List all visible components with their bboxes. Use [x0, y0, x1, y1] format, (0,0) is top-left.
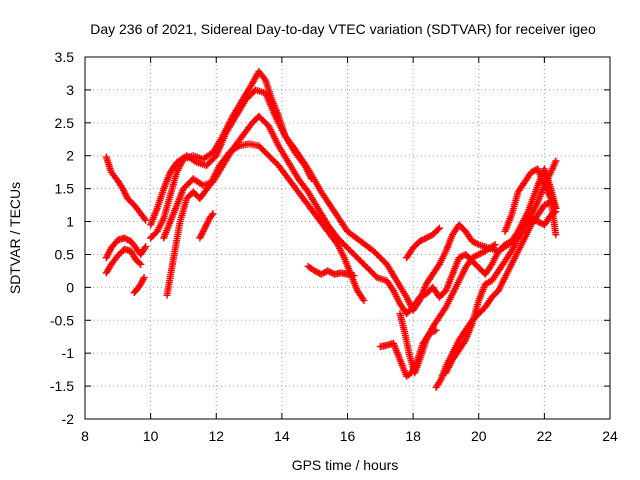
- y-tick-label: -1: [62, 345, 75, 361]
- data-marker-arc-j: [350, 272, 358, 280]
- data-marker-arc-a: [142, 216, 150, 224]
- data-marker-arc-b: [124, 236, 132, 244]
- y-tick-label: 0: [66, 279, 74, 295]
- y-tick-label: 1: [66, 214, 74, 230]
- y-tick-label: 1.5: [55, 181, 75, 197]
- x-axis-label: GPS time / hours: [292, 457, 399, 473]
- x-tick-label: 20: [471, 428, 487, 444]
- data-marker-arc-i: [208, 211, 216, 219]
- y-tick-label: 2.5: [55, 115, 75, 131]
- x-tick-label: 22: [537, 428, 553, 444]
- y-tick-label: 0.5: [55, 246, 75, 262]
- data-marker-arc-i: [209, 210, 217, 218]
- data-marker-arc-j: [327, 269, 335, 277]
- data-marker-arc-j: [321, 269, 329, 277]
- y-tick-label: -1.5: [50, 378, 74, 394]
- data-marker-arc-h: [360, 297, 368, 305]
- data-marker-arc-b: [141, 244, 149, 252]
- x-tick-label: 24: [602, 428, 618, 444]
- data-marker-arc-p: [552, 204, 560, 212]
- y-tick-label: -2: [62, 411, 75, 427]
- x-tick-label: 14: [274, 428, 290, 444]
- data-marker-arc-o: [434, 225, 442, 233]
- tick-labels-layer: 8 10 12 14 16 18 20 22 24 -2 -1.5 -1 -0.5 0 0.5 1 1.5 2 2.…: [50, 49, 618, 444]
- y-tick-label: 3.5: [55, 49, 75, 65]
- data-marker-arc-n: [485, 278, 493, 286]
- data-marker-arc-d: [140, 273, 148, 281]
- data-marker-arc-o: [435, 224, 443, 232]
- x-tick-label: 18: [405, 428, 421, 444]
- data-marker-arc-f: [552, 157, 560, 165]
- y-tick-label: -0.5: [50, 312, 74, 328]
- ticks-layer: [84, 56, 611, 420]
- y-tick-label: 3: [66, 82, 74, 98]
- grid-layer: [85, 57, 610, 419]
- x-tick-label: 8: [81, 428, 89, 444]
- x-tick-label: 12: [208, 428, 224, 444]
- x-tick-label: 16: [340, 428, 356, 444]
- y-tick-label: 2: [66, 148, 74, 164]
- y-axis-label: SDTVAR / TECUs: [7, 182, 23, 294]
- data-marker-arc-m: [552, 231, 560, 239]
- data-marker-arc-l: [491, 241, 499, 249]
- data-marker-arc-b: [142, 243, 150, 251]
- data-marker-arc-c: [136, 259, 144, 267]
- data-marker-arc-c: [137, 260, 145, 268]
- chart-title: Day 236 of 2021, Sidereal Day-to-day VTE…: [90, 21, 596, 37]
- data-marks-layer: [102, 67, 560, 391]
- x-tick-label: 10: [143, 428, 159, 444]
